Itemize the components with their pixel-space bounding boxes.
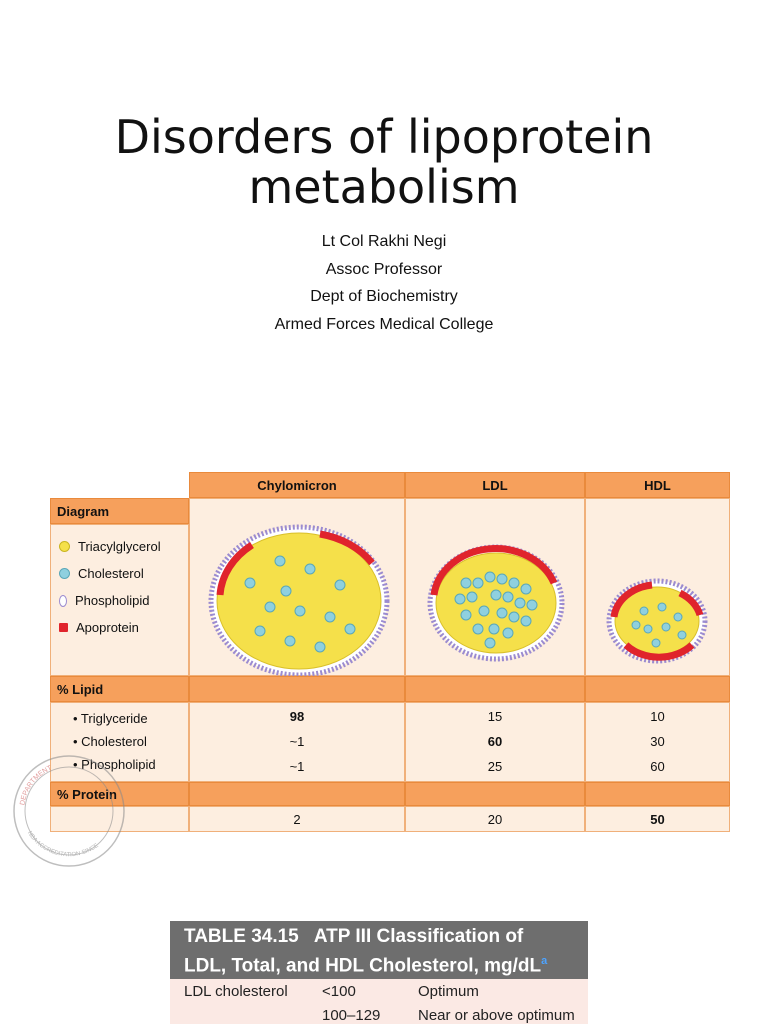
author-institution: Armed Forces Medical College (274, 315, 494, 333)
atp-cell-class: Near or above optimum (418, 1007, 575, 1024)
legend: Triacylglycerol Cholesterol Phospholipid… (50, 524, 189, 676)
legend-label: Cholesterol (78, 566, 144, 581)
atp-cell-range: <100 (322, 983, 356, 1000)
cell-value: 2 (293, 811, 301, 827)
lipoprotein-table: Chylomicron LDL HDL Diagram Triacylglyce… (50, 472, 730, 832)
table-row: 100–129 Near or above optimum (170, 1007, 588, 1024)
atp-title-line-2: LDL, Total, and HDL Cholesterol, mg/dLa (184, 949, 588, 978)
lipid-section-filler (585, 676, 730, 702)
legend-item: Triacylglycerol (59, 539, 161, 554)
atp-cell-class: Optimum (418, 983, 479, 1000)
cell-value: ~1 (289, 759, 305, 774)
protein-section-filler (585, 782, 730, 806)
title-line-2: metabolism (248, 160, 520, 214)
protein-label-cell (50, 806, 189, 832)
row-label-triglyceride: • Triglyceride (73, 711, 148, 726)
lipid-section-filler (405, 676, 585, 702)
legend-label: Apoprotein (76, 620, 139, 635)
chylomicron-protein-cell: 2 (189, 806, 405, 832)
cell-value: 30 (650, 734, 665, 749)
triacylglycerol-swatch-icon (59, 541, 70, 552)
cell-value: 20 (487, 811, 503, 827)
row-label-cholesterol: • Cholesterol (73, 734, 147, 749)
svg-text:NBA ACCREDITATION SINCE: NBA ACCREDITATION SINCE (26, 830, 100, 858)
cell-value: 25 (487, 759, 503, 774)
chylomicron-lipid-values: 98 ~1 ~1 (189, 702, 405, 782)
table-row: LDL cholesterol <100 Optimum (170, 983, 588, 1005)
cell-value: 15 (487, 709, 503, 724)
ldl-particle-icon (427, 544, 565, 662)
svg-text:DEPARTMENT: DEPARTMENT (19, 764, 53, 805)
ldl-lipid-values: 15 60 25 (405, 702, 585, 782)
hdl-lipid-values: 10 30 60 (585, 702, 730, 782)
author-position: Assoc Professor (325, 260, 443, 278)
col-header-ldl: LDL (405, 472, 585, 498)
legend-item: Apoprotein (59, 620, 139, 635)
col-header-hdl: HDL (585, 472, 730, 498)
protein-section-filler (405, 782, 585, 806)
legend-item: Cholesterol (59, 566, 144, 581)
atp-title-line-1: TABLE 34.15 ATP III Classification of (184, 926, 524, 947)
protein-section-label: % Protein (50, 782, 189, 806)
chylomicron-diagram-cell (189, 498, 405, 678)
chylomicron-particle-icon (208, 524, 390, 678)
author-department: Dept of Biochemistry (310, 288, 458, 305)
atp-table-header: TABLE 34.15 ATP III Classification of LD… (170, 921, 588, 979)
phospholipid-swatch-icon (59, 594, 67, 607)
cell-value: 98 (289, 709, 305, 724)
col-header-chylomicron: Chylomicron (189, 472, 405, 498)
accreditation-seal-icon: DEPARTMENT NBA ACCREDITATION SINCE (10, 752, 128, 870)
atp-table-body: LDL cholesterol <100 Optimum 100–129 Nea… (170, 979, 588, 1024)
lipid-section-label: % Lipid (50, 676, 189, 702)
ldl-diagram-cell (405, 498, 585, 676)
cell-value: 10 (650, 709, 665, 724)
cell-value: 60 (487, 734, 503, 749)
hdl-particle-icon (606, 578, 708, 664)
slide-title: Disorders of lipoprotein metabolism (0, 112, 768, 212)
atp-cell-name: LDL cholesterol (184, 983, 288, 1000)
corner-cell (50, 472, 189, 498)
atp-table: TABLE 34.15 ATP III Classification of LD… (170, 921, 588, 1024)
title-line-1: Disorders of lipoprotein (114, 110, 654, 164)
author-name: Lt Col Rakhi Negi (321, 233, 447, 250)
author-block: Lt Col Rakhi Negi Assoc Professor Dept o… (0, 228, 768, 338)
atp-footnote-marker: a (541, 955, 548, 967)
atp-title-text: LDL, Total, and HDL Cholesterol, mg/dL (184, 955, 542, 977)
cell-value: ~1 (289, 734, 305, 749)
ldl-protein-cell: 20 (405, 806, 585, 832)
lipid-section-filler (189, 676, 405, 702)
cholesterol-swatch-icon (59, 568, 70, 579)
lipid-labels: • Triglyceride • Cholesterol • Phospholi… (50, 702, 189, 782)
legend-label: Phospholipid (75, 593, 150, 608)
protein-section-filler (189, 782, 405, 806)
apoprotein-swatch-icon (59, 623, 68, 632)
hdl-diagram-cell (585, 498, 730, 676)
row-label-phospholipid: • Phospholipid (73, 757, 156, 772)
atp-cell-range: 100–129 (322, 1007, 381, 1024)
hdl-protein-cell: 50 (585, 806, 730, 832)
cell-value: 60 (650, 759, 665, 774)
cell-value: 50 (650, 811, 665, 827)
legend-label: Triacylglycerol (78, 539, 161, 554)
diagram-label: Diagram (50, 498, 189, 524)
legend-item: Phospholipid (59, 593, 149, 608)
